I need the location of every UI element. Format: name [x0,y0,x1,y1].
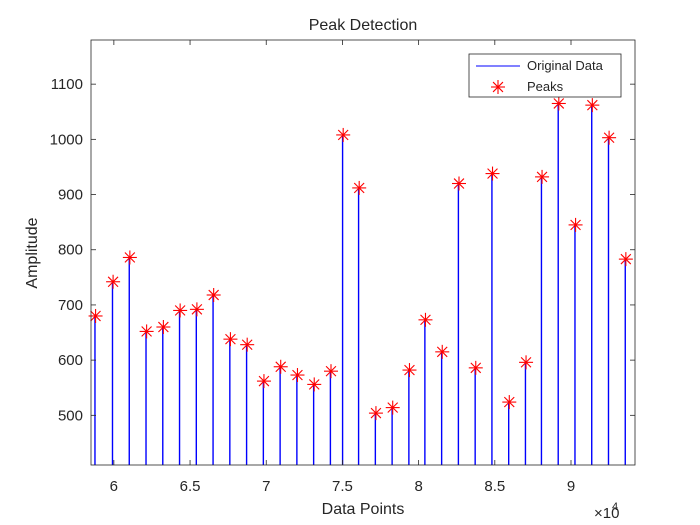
peak-marker [468,360,483,375]
y-tick-label: 800 [58,242,83,259]
y-tick-label: 1000 [50,131,83,148]
peak-marker [324,364,338,379]
peak-marker [290,368,305,383]
legend-label-original-data: Original Data [527,58,604,73]
peak-marker [485,166,500,181]
x-axis-exponent: ×10 4 [594,501,619,522]
peak-marker [156,320,171,335]
x-tick-label: 9 [567,478,575,495]
peak-marker [618,252,633,267]
legend: Original Data Peaks [468,53,622,98]
chart-title: Peak Detection [309,17,418,34]
peak-marker [106,274,121,289]
peak-marker [139,324,154,339]
peak-marker [189,302,204,317]
peak-marker [307,377,322,392]
peak-marker [519,355,534,370]
peak-marker [585,98,600,113]
peak-marker [336,127,351,142]
y-tick-label: 900 [58,187,83,204]
peak-marker [368,406,383,421]
x-tick-label: 8.5 [484,478,505,495]
legend-box [468,53,622,98]
peak-marker [122,250,137,265]
x-axis-label: Data Points [322,501,405,518]
peak-marker [240,337,255,352]
y-tick-label: 700 [58,297,83,314]
y-tick-label: 500 [58,407,83,424]
tick-labels: 6 6.5 7 7.5 8 8.5 9 500 600 700 800 900 1000 1100 [50,76,576,495]
peak-marker [273,359,288,374]
x-tick-label: 6 [110,478,118,495]
peak-marker [352,180,367,195]
x-exponent-power: 4 [612,501,618,513]
peak-marker [435,344,450,359]
peak-marker [223,332,238,347]
peak-marker [535,169,550,184]
data-layer [94,103,626,465]
x-tick-label: 6.5 [180,478,201,495]
peak-marker [256,374,271,389]
peak-marker [385,400,400,415]
legend-label-peaks: Peaks [527,79,564,94]
x-tick-label: 8 [414,478,422,495]
peak-marker [602,130,617,145]
peak-marker [502,395,517,410]
x-tick-label: 7.5 [332,478,353,495]
peak-marker [173,303,188,318]
axes [90,39,636,466]
plot-area [91,40,635,465]
peak-marker [452,176,466,191]
axes-box [90,39,636,466]
peak-marker [402,363,417,378]
peak-markers [88,96,633,421]
peak-marker [418,312,433,327]
peak-marker [551,96,566,111]
y-tick-label: 1100 [51,76,83,93]
y-tick-label: 600 [58,352,83,369]
y-axis-label: Amplitude [24,217,41,288]
legend-star-marker [491,80,505,94]
peak-marker [568,217,583,232]
legend-star-swatch [491,80,505,94]
x-tick-label: 7 [262,478,270,495]
x-exponent-base: ×10 [594,505,619,522]
peak-marker [206,288,221,302]
